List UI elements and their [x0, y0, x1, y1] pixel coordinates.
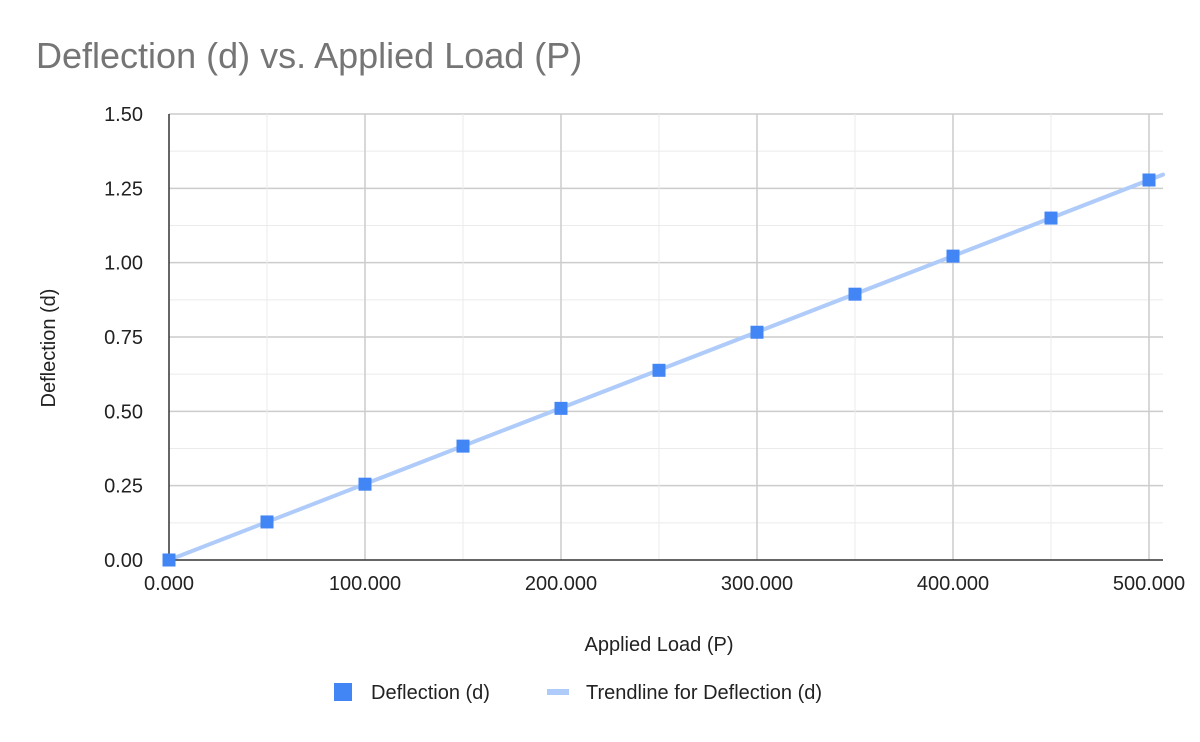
points-layer	[162, 173, 1156, 567]
y-axis-label: Deflection (d)	[38, 289, 60, 408]
trendline	[167, 172, 1165, 562]
axis-layer	[168, 114, 1163, 561]
data-point[interactable]	[456, 439, 470, 453]
y-tick-label: 0.25	[104, 476, 143, 498]
y-tick-label: 1.00	[104, 253, 143, 275]
x-tick-label: 0.000	[144, 573, 194, 595]
data-point[interactable]	[260, 515, 274, 529]
y-tick-label: 1.25	[104, 178, 143, 200]
y-tick-label: 0.00	[104, 550, 143, 572]
data-point[interactable]	[946, 249, 960, 263]
data-point[interactable]	[848, 287, 862, 301]
x-tick-label: 400.000	[917, 573, 989, 595]
chart-title: Deflection (d) vs. Applied Load (P)	[36, 35, 582, 76]
x-tick-label: 300.000	[721, 573, 793, 595]
grid-layer	[169, 113, 1163, 560]
y-tick-label: 1.50	[104, 104, 143, 126]
x-tick-label: 200.000	[525, 573, 597, 595]
legend: Deflection (d) Trendline for Deflection …	[334, 682, 822, 704]
legend-label-trendline: Trendline for Deflection (d)	[586, 682, 822, 704]
y-tick-label: 0.75	[104, 327, 143, 349]
data-point[interactable]	[358, 477, 372, 491]
data-point[interactable]	[1142, 173, 1156, 187]
data-point[interactable]	[652, 363, 666, 377]
data-point[interactable]	[1044, 211, 1058, 225]
data-point[interactable]	[162, 553, 176, 567]
trendline-layer	[167, 172, 1165, 562]
legend-label-deflection: Deflection (d)	[371, 682, 490, 704]
x-tick-label: 500.000	[1113, 573, 1185, 595]
x-tick-label: 100.000	[329, 573, 401, 595]
ticks-layer: 0.00 0.25 0.50 0.75 1.00 1.25 1.50 0.000 100.000…	[104, 104, 1185, 595]
data-point[interactable]	[554, 401, 568, 415]
data-point[interactable]	[750, 325, 764, 339]
legend-swatch-trendline	[547, 689, 569, 695]
y-tick-label: 0.50	[104, 401, 143, 423]
legend-swatch-deflection	[334, 683, 352, 701]
x-axis-label: Applied Load (P)	[585, 634, 734, 656]
